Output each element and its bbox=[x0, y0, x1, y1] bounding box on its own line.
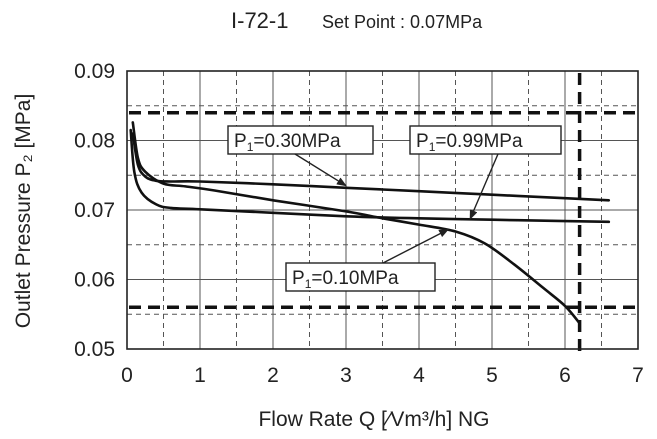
x-tick-label: 4 bbox=[413, 364, 425, 387]
x-tick-label: 3 bbox=[340, 364, 352, 387]
y-tick-label: 0.07 bbox=[74, 199, 115, 222]
x-tick-label: 5 bbox=[486, 364, 498, 387]
annotations: P1=0.30MPa P1=0.99MPa P1=0.10MPa bbox=[227, 125, 562, 292]
x-tick-label: 0 bbox=[121, 364, 133, 387]
reference-lines bbox=[129, 73, 637, 355]
x-tick-label: 2 bbox=[267, 364, 279, 387]
y-tick-label: 0.09 bbox=[74, 60, 115, 83]
annotation-label: P1=0.99MPa bbox=[416, 131, 523, 154]
annotation-arrow bbox=[382, 228, 450, 264]
x-tick-label: 6 bbox=[559, 364, 571, 387]
annotation-label: P1=0.10MPa bbox=[292, 268, 399, 291]
series-line-p1-010 bbox=[131, 121, 581, 325]
annotation-box bbox=[285, 262, 436, 292]
annotation-label: P1=0.30MPa bbox=[234, 131, 341, 154]
chart-subtitle: Set Point : 0.07MPa bbox=[322, 12, 483, 32]
series-lines bbox=[129, 121, 611, 325]
annotation-arrow bbox=[469, 153, 499, 220]
plot-border bbox=[126, 70, 639, 350]
annotation-box bbox=[409, 125, 562, 155]
y-axis-title: Outlet Pressure P₂ [MPa] bbox=[12, 94, 35, 329]
x-tick-label: 1 bbox=[194, 364, 206, 387]
y-tick-label: 0.06 bbox=[74, 269, 115, 292]
chart-title: I-72-1 bbox=[231, 8, 288, 33]
x-axis-title: Flow Rate Q [∕Vm³/h] NG bbox=[258, 408, 489, 431]
plot-frame bbox=[126, 70, 639, 350]
series-line-p1-099 bbox=[129, 128, 611, 224]
y-tick-label: 0.08 bbox=[74, 130, 115, 153]
x-tick-label: 7 bbox=[632, 364, 644, 387]
tick-labels: 0 1 2 3 4 5 6 7 0.05 0.06 0.07 0.08 0.09 bbox=[74, 60, 644, 387]
annotation-box bbox=[227, 125, 374, 155]
annotation-arrow bbox=[294, 153, 347, 187]
series-line-p1-030 bbox=[131, 132, 611, 202]
y-tick-label: 0.05 bbox=[74, 338, 115, 361]
